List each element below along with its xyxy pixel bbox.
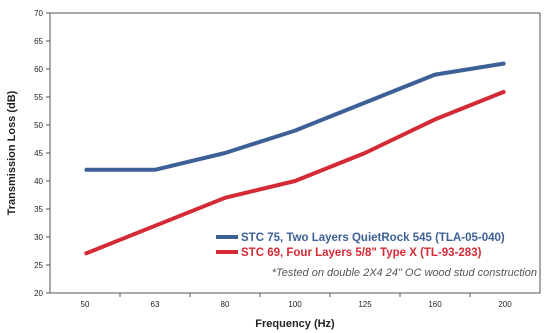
series-1-point: [224, 197, 226, 199]
x-axis-title: Frequency (Hz): [255, 318, 335, 330]
series-0-point: [84, 169, 86, 171]
y-tick-label: 70: [34, 9, 43, 18]
series-1-point: [364, 152, 366, 154]
legend: STC 75, Two Layers QuietRock 545 (TLA-05…: [216, 232, 505, 259]
series-1-point: [434, 118, 436, 121]
x-tick-label: 200: [498, 300, 512, 309]
x-tick-label: 80: [221, 300, 230, 309]
x-tick-label: 100: [288, 300, 302, 309]
x-tick-label: 125: [358, 300, 372, 309]
y-tick-label: 55: [34, 93, 43, 102]
y-tick-label: 60: [34, 65, 43, 74]
x-tick-label: 50: [81, 300, 90, 309]
legend-label-type-x: STC 69, Four Layers 5/8" Type X (TL-93-2…: [241, 247, 482, 259]
series-0-point: [294, 129, 296, 132]
y-axis-ticks: 20 25 30 35 40 45 50 55 60 65 70: [34, 9, 50, 298]
series-0-point: [364, 101, 366, 104]
series-1-point: [154, 225, 156, 227]
series-lines: [84, 61, 506, 256]
series-0-point: [504, 62, 506, 65]
series-1-point: [84, 253, 86, 255]
y-tick-label: 30: [34, 233, 43, 242]
y-tick-label: 25: [34, 261, 43, 270]
series-1-point: [294, 180, 296, 182]
y-tick-label: 35: [34, 205, 43, 214]
y-tick-label: 65: [34, 37, 43, 46]
x-tick-label: 63: [151, 300, 160, 309]
legend-label-quietrock: STC 75, Two Layers QuietRock 545 (TLA-05…: [241, 232, 505, 244]
y-tick-label: 45: [34, 149, 43, 158]
x-axis-ticks: 50 63 80 100 125 160 200: [81, 293, 512, 309]
test-note: *Tested on double 2X4 24" OC wood stud c…: [272, 267, 537, 279]
x-tick-label: 160: [428, 300, 442, 309]
y-tick-label: 40: [34, 177, 43, 186]
series-0-point: [154, 169, 156, 171]
series-0-point: [224, 152, 226, 154]
series-1-point: [504, 90, 506, 93]
y-tick-label: 50: [34, 121, 43, 130]
y-axis-title: Transmission Loss (dB): [6, 90, 18, 215]
series-line-1: [84, 89, 506, 256]
series-0-point: [434, 73, 436, 76]
y-tick-label: 20: [34, 289, 43, 298]
